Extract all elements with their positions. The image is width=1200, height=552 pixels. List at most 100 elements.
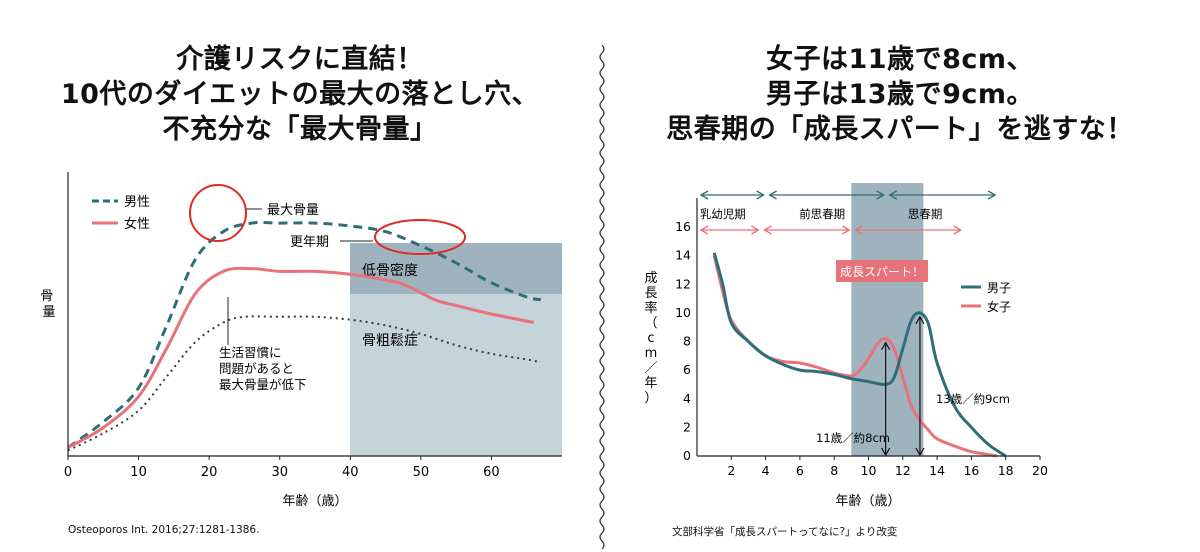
bone-mass-panel: 介護リスクに直結！ 10代のダイエットの最大の落とし穴、 不充分な「最大骨量」 … — [0, 42, 600, 536]
legend-male-label: 男性 — [124, 195, 150, 210]
arrowhead — [876, 190, 885, 200]
heading-line: 介護リスクに直結！ — [176, 44, 424, 75]
y-axis-label: 成長率（ c m ／年） — [644, 271, 657, 406]
heading-line: 女子は11歳で8cm、 — [766, 44, 1034, 75]
osteopenia-region — [350, 243, 562, 294]
heading-line: 不充分な「最大骨量」 — [162, 114, 438, 145]
arrowhead — [987, 190, 997, 200]
arrowhead — [881, 341, 891, 350]
arrowhead — [888, 190, 897, 200]
arrowhead — [842, 225, 851, 235]
source-citation: Osteoporos Int. 2016;27:1281-1386. — [68, 524, 260, 536]
x-tick-label: 20 — [1032, 463, 1048, 478]
growth-rate-panel: 女子は11歳で8cm、 男子は13歳で9cm。 思春期の「成長スパート」を逃すな… — [600, 0, 1200, 552]
lifestyle-note-line: 最大骨量が低下 — [219, 377, 307, 392]
phase-label: 前思春期 — [799, 207, 845, 221]
x-tick-label: 20 — [201, 465, 218, 480]
x-tick-label: 10 — [861, 463, 877, 478]
peak-label: 最大骨量 — [267, 203, 319, 218]
heading-line: 男子は13歳で9cm。 — [766, 79, 1034, 110]
boys-growth-line — [712, 252, 1007, 458]
x-tick-label: 4 — [762, 463, 770, 478]
y-axis-label-char: c — [647, 331, 654, 346]
x-axis-label: 年齢（歳） — [282, 494, 347, 509]
y-tick-label: 4 — [683, 391, 691, 406]
y-tick-label: 2 — [683, 419, 691, 434]
x-tick-label: 50 — [413, 465, 430, 480]
y-axis-label-char: 骨 — [40, 289, 53, 304]
wavy-divider — [599, 45, 605, 550]
low-lifestyle-bone-mass-line — [67, 315, 542, 452]
x-tick-label: 14 — [929, 463, 945, 478]
arrowhead — [768, 190, 777, 200]
y-axis-label-char: 量 — [42, 305, 55, 320]
source-citation: 文部科学省「成長スパートってなに?」より改変 — [672, 526, 898, 538]
y-axis-label-char: （ — [644, 316, 657, 331]
male-bone-mass-line — [67, 220, 542, 449]
bone-mass-chart: 低骨密度 骨粗鬆症 0 10 20 30 40 50 60 骨 量 年齢（歳） 男性 女性 … — [40, 172, 562, 509]
y-tick-label: 6 — [683, 362, 691, 377]
lifestyle-note-line: 生活習慣に — [219, 345, 282, 360]
arrowhead — [915, 447, 925, 457]
x-tick-label: 6 — [796, 463, 804, 478]
x-tick-label: 12 — [895, 463, 911, 478]
legend-girls-label: 女子 — [987, 299, 1011, 314]
x-tick-label: 30 — [271, 465, 288, 480]
y-axis-label-char: m — [645, 346, 658, 361]
growth-spurt-badge — [836, 260, 928, 282]
osteoporosis-region — [350, 294, 562, 456]
phase-label: 思春期 — [908, 207, 943, 221]
arrowhead — [953, 225, 963, 235]
heading-line: 10代のダイエットの最大の落とし穴、 — [60, 79, 540, 110]
osteoporosis-label: 骨粗鬆症 — [362, 333, 418, 349]
arrowhead — [751, 225, 760, 235]
x-tick-label: 10 — [130, 465, 147, 480]
growth-spurt-badge-label: 成長スパート！ — [840, 265, 924, 279]
heading-line: 思春期の「成長スパート」を逃すな！ — [666, 114, 1134, 145]
arrowhead — [699, 190, 709, 200]
x-tick-label: 60 — [483, 465, 500, 480]
y-axis-label-char: 長 — [644, 286, 657, 301]
y-axis-label-char: 年 — [644, 376, 657, 391]
y-axis-label-char: 成 — [644, 271, 657, 286]
arrowhead — [763, 225, 772, 235]
growth-rate-heading: 女子は11歳で8cm、 男子は13歳で9cm。 思春期の「成長スパート」を逃すな… — [600, 42, 1200, 147]
osteopenia-label: 低骨密度 — [362, 262, 418, 279]
arrowhead — [854, 225, 863, 235]
y-tick-label: 10 — [675, 305, 691, 320]
y-axis-label-char: ／ — [644, 361, 657, 376]
y-tick-label: 0 — [683, 448, 691, 463]
boys-peak-label: 13歳／約9cm — [936, 392, 1010, 406]
y-axis-label: 骨 量 — [40, 289, 57, 320]
y-tick-label: 16 — [675, 219, 691, 234]
x-tick-label: 18 — [998, 463, 1014, 478]
x-tick-label: 0 — [64, 465, 72, 480]
y-tick-label: 14 — [675, 248, 691, 263]
bone-mass-heading: 介護リスクに直結！ 10代のダイエットの最大の落とし穴、 不充分な「最大骨量」 — [0, 42, 600, 147]
x-tick-label: 40 — [342, 465, 359, 480]
peak-highlight-circle — [189, 184, 247, 242]
girls-peak-label: 11歳／約8cm — [816, 431, 890, 445]
menopause-label: 更年期 — [290, 235, 329, 250]
y-axis-label-char: 率 — [644, 300, 657, 316]
lifestyle-note-line: 問題があると — [219, 361, 294, 376]
menopause-highlight-ellipse — [374, 219, 466, 255]
arrowhead — [915, 315, 925, 325]
legend-boys-label: 男子 — [987, 281, 1011, 295]
legend-female-label: 女性 — [124, 216, 150, 232]
arrowhead — [881, 447, 891, 457]
growth-rate-chart: 乳幼児期 前思春期 思春期 0 2 4 6 8 10 12 14 16 2 4 6 8 10 12 14 16 18 2… — [644, 183, 1048, 509]
arrowhead — [756, 190, 765, 200]
y-axis-label-char: ） — [644, 391, 657, 406]
legend: 男子 女子 — [961, 281, 1011, 314]
x-tick-label: 16 — [963, 463, 979, 478]
x-tick-label: 2 — [727, 463, 735, 478]
x-axis-label: 年齢（歳） — [835, 494, 900, 509]
legend: 男性 女性 — [92, 195, 150, 232]
arrowhead — [699, 225, 709, 235]
y-tick-label: 8 — [683, 334, 691, 349]
y-tick-label: 12 — [675, 276, 691, 291]
female-bone-mass-line — [67, 266, 535, 449]
x-tick-label: 8 — [830, 463, 838, 478]
phase-label: 乳幼児期 — [700, 207, 746, 221]
